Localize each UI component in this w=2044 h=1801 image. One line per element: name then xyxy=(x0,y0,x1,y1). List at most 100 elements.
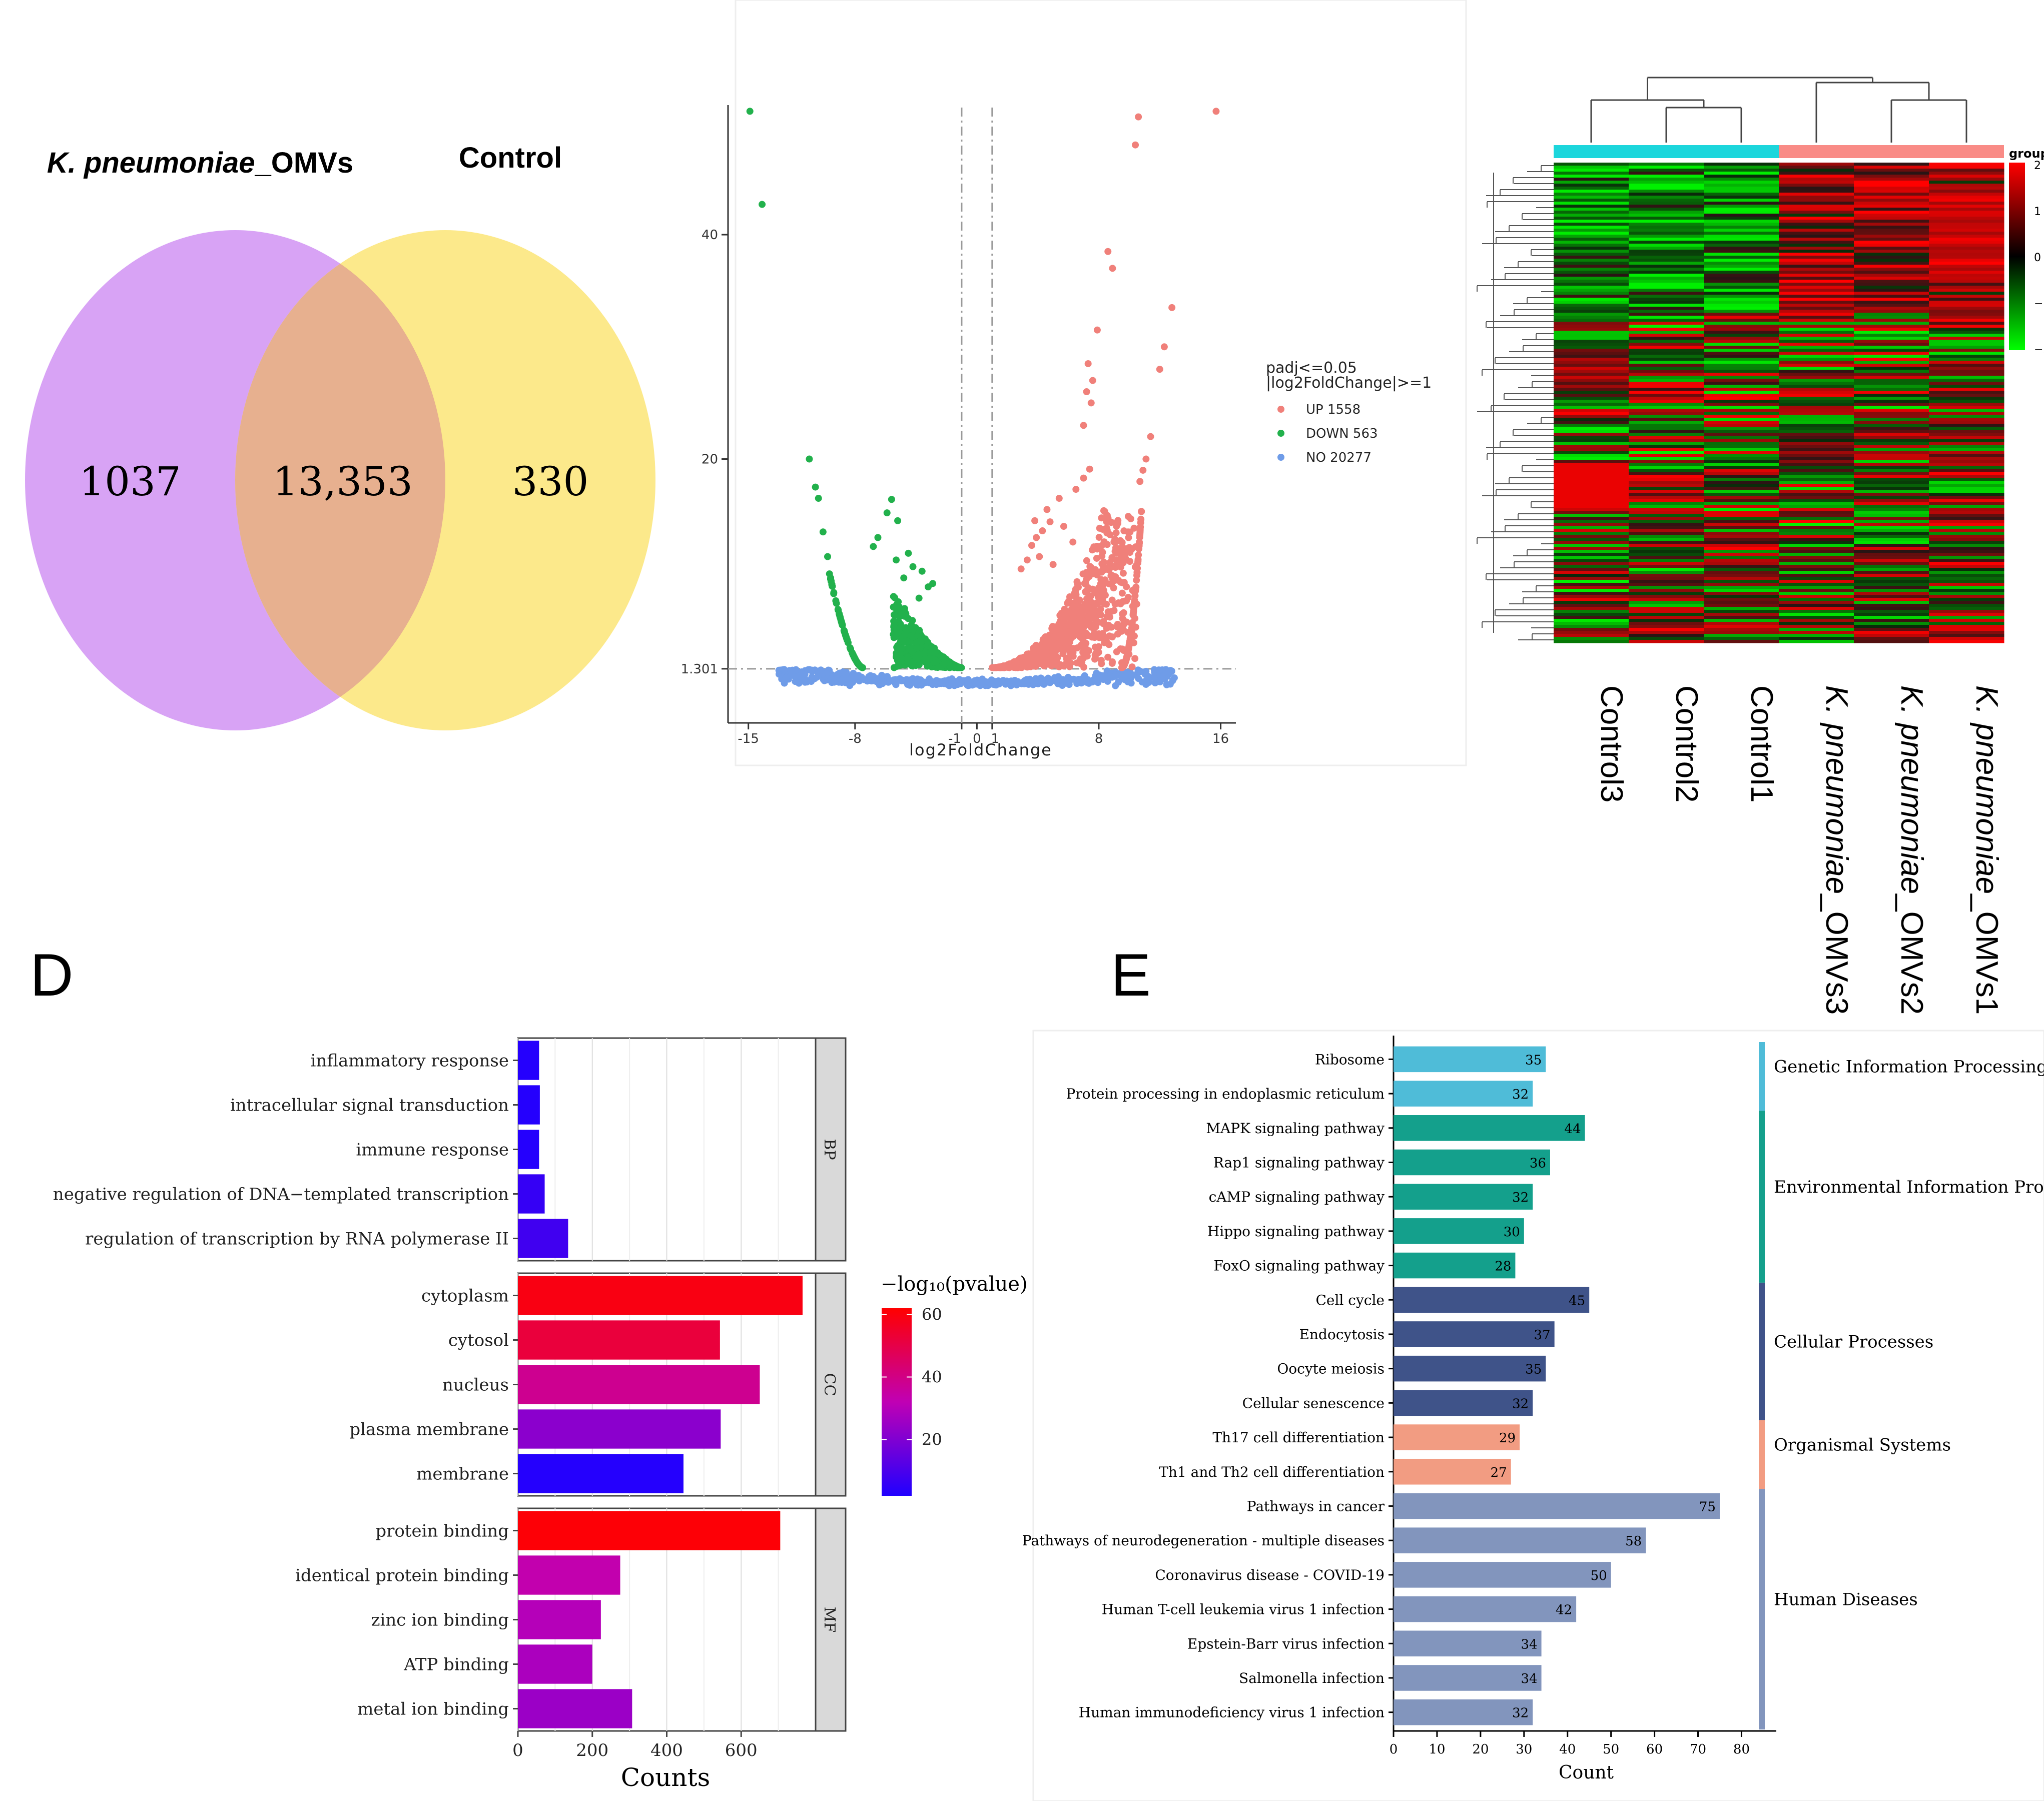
heatmap-cell xyxy=(1629,205,1704,208)
heatmap-cell xyxy=(1554,478,1629,481)
go-term-label: protein binding xyxy=(375,1521,509,1541)
heatmap-cell xyxy=(1929,349,2004,352)
heatmap-cell xyxy=(1779,469,1854,472)
heatmap-cell xyxy=(1629,514,1704,517)
heatmap-cell xyxy=(1554,211,1629,214)
volcano-point-down xyxy=(746,108,754,115)
go-facet-strip xyxy=(815,1507,847,1732)
volcano-point-no xyxy=(884,673,891,680)
kegg-bar xyxy=(1394,1149,1550,1176)
heatmap-cell xyxy=(1554,592,1629,595)
heatmap-cell xyxy=(1929,307,2004,310)
heatmap-cell xyxy=(1554,511,1629,514)
volcano-point-up xyxy=(1132,586,1139,593)
heatmap-cell xyxy=(1554,343,1629,346)
heatmap-cell xyxy=(1854,574,1929,577)
heatmap-cell xyxy=(1779,568,1854,571)
heatmap-cell xyxy=(1854,331,1929,334)
volcano-point-up xyxy=(1147,433,1154,440)
heatmap-cell xyxy=(1779,295,1854,298)
heatmap-cell xyxy=(1704,556,1779,559)
volcano-point-up xyxy=(1168,304,1176,311)
heatmap-cell xyxy=(1854,172,1929,175)
heatmap-cell xyxy=(1704,385,1779,388)
heatmap-cell xyxy=(1554,424,1629,427)
heatmap-cell xyxy=(1929,223,2004,226)
heatmap-cell xyxy=(1929,169,2004,172)
heatmap-cell xyxy=(1629,427,1704,430)
heatmap-cell xyxy=(1704,367,1779,370)
heatmap-cell xyxy=(1554,526,1629,529)
heatmap-cell xyxy=(1779,394,1854,397)
heatmap-cell xyxy=(1629,511,1704,514)
heatmap-cell xyxy=(1554,391,1629,394)
volcano-point-up xyxy=(1049,561,1057,568)
heatmap-cell xyxy=(1779,163,1854,166)
heatmap-cell xyxy=(1704,220,1779,223)
heatmap-cell xyxy=(1929,382,2004,385)
heatmap-cell xyxy=(1629,604,1704,607)
heatmap-cell xyxy=(1779,259,1854,262)
heatmap-cell xyxy=(1854,208,1929,211)
heatmap-cell xyxy=(1854,178,1929,181)
heatmap-cell xyxy=(1629,475,1704,478)
heatmap-cell xyxy=(1779,589,1854,592)
heatmap-cell xyxy=(1929,343,2004,346)
volcano-point-down xyxy=(915,661,923,668)
heatmap-cell xyxy=(1929,478,2004,481)
heatmap-cell xyxy=(1854,319,1929,322)
heatmap-cell xyxy=(1629,532,1704,535)
go-bar xyxy=(518,1219,568,1258)
volcano-point-down xyxy=(888,496,895,503)
heatmap-cell xyxy=(1704,268,1779,271)
heatmap-cell xyxy=(1554,628,1629,631)
heatmap-cell xyxy=(1629,385,1704,388)
kegg-bar-value: 27 xyxy=(1491,1465,1507,1480)
heatmap-cell xyxy=(1629,262,1704,265)
volcano-point-no xyxy=(1135,667,1143,675)
go-term-label: zinc ion binding xyxy=(371,1610,509,1630)
volcano-point-up xyxy=(1137,523,1144,531)
heatmap-cell xyxy=(1704,202,1779,205)
heatmap-cell xyxy=(1629,322,1704,325)
heatmap: group2 1 0 −1 −2 Control3 Control2 Control1 K. … xyxy=(1469,0,2044,1015)
heatmap-cell xyxy=(1779,388,1854,391)
heatmap-cell xyxy=(1629,529,1704,532)
kegg-pathway-label: Human T-cell leukemia virus 1 infection xyxy=(1102,1601,1385,1618)
heatmap-cell xyxy=(1854,244,1929,247)
heatmap-cell xyxy=(1554,394,1629,397)
heatmap-cell xyxy=(1929,337,2004,340)
heatmap-cell xyxy=(1554,460,1629,463)
heatmap-cell xyxy=(1779,328,1854,331)
heatmap-cell xyxy=(1854,631,1929,634)
heatmap-cell xyxy=(1779,331,1854,334)
heatmap-cell xyxy=(1704,601,1779,604)
heatmap-cell xyxy=(1704,577,1779,580)
kegg-pathway-label: Cellular senescence xyxy=(1242,1395,1385,1411)
heatmap-cell xyxy=(1629,583,1704,586)
heatmap-cell xyxy=(1704,442,1779,445)
heatmap-cell xyxy=(1629,352,1704,355)
heatmap-cell xyxy=(1929,301,2004,304)
heatmap-cell xyxy=(1629,466,1704,469)
heatmap-cell xyxy=(1854,601,1929,604)
go-color-scale xyxy=(882,1308,912,1496)
volcano-point-up xyxy=(1104,653,1112,661)
heatmap-cell xyxy=(1929,577,2004,580)
kegg-pathway-label: Rap1 signaling pathway xyxy=(1213,1154,1385,1171)
heatmap-cell xyxy=(1629,415,1704,418)
heatmap-cell xyxy=(1704,562,1779,565)
heatmap-cell xyxy=(1779,334,1854,337)
heatmap-cell xyxy=(1854,334,1929,337)
heatmap-cell xyxy=(1704,598,1779,601)
heatmap-cell xyxy=(1554,613,1629,616)
heatmap-cell xyxy=(1854,589,1929,592)
heatmap-cell xyxy=(1704,229,1779,232)
heatmap-cell xyxy=(1854,619,1929,622)
heatmap-cell xyxy=(1554,277,1629,280)
go-term-label: ATP binding xyxy=(403,1655,509,1675)
heatmap-cell xyxy=(1554,385,1629,388)
heatmap-cell xyxy=(1629,454,1704,457)
go-term-label: negative regulation of DNA−templated tra… xyxy=(53,1185,509,1205)
